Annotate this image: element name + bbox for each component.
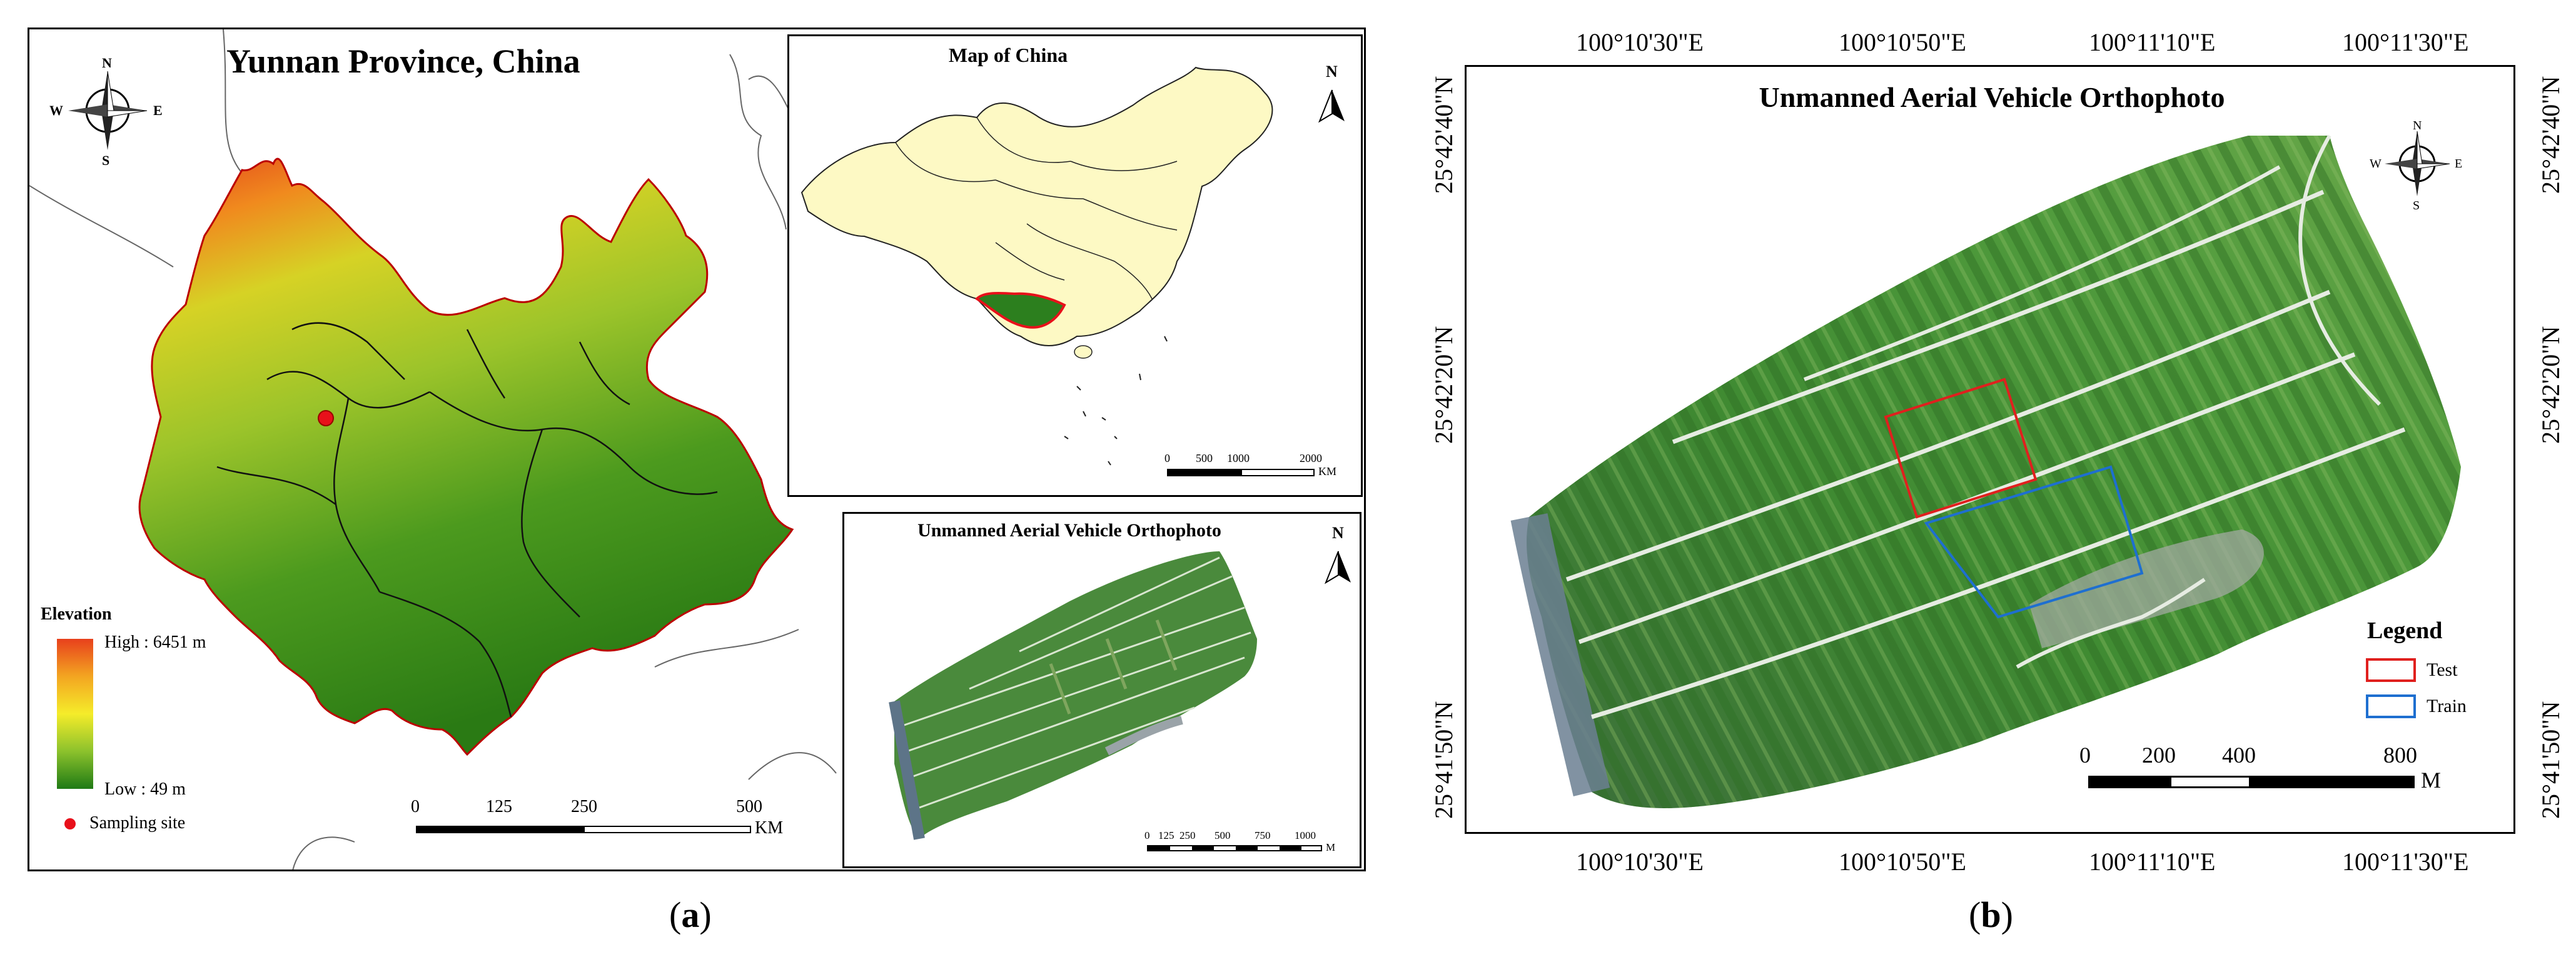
right-coord-3: 25°41'50"N xyxy=(2537,701,2565,819)
panel-b-title: Unmanned Aerial Vehicle Orthophoto xyxy=(1759,81,2225,113)
train-legend-swatch xyxy=(2366,694,2416,718)
china-scale-500: 500 xyxy=(1196,452,1213,464)
caption-a-letter: a xyxy=(681,894,700,935)
scale-unit-km: KM xyxy=(755,818,784,838)
inset-china-scale-labels: 0 500 1000 2000 xyxy=(1164,452,1352,471)
test-legend-label: Test xyxy=(2427,659,2458,680)
left-coord-2: 25°42'20"N xyxy=(1430,326,1458,444)
inset-uav-map: Unmanned Aerial Vehicle Orthophoto N 0 1… xyxy=(842,512,1361,868)
compass-w-label: W xyxy=(49,103,63,118)
elevation-high-label: High : 6451 m xyxy=(104,633,206,652)
uav-scale-125: 125 xyxy=(1158,829,1174,841)
bottom-coord-1: 100°10'30"E xyxy=(1576,848,1704,876)
b-scale-200: 200 xyxy=(2142,743,2176,768)
uav-scale-1000: 1000 xyxy=(1295,829,1316,841)
scale-tick-500: 500 xyxy=(736,797,762,816)
china-outline xyxy=(801,66,1273,466)
uav-scale-500: 500 xyxy=(1215,829,1231,841)
scale-tick-0: 0 xyxy=(411,797,420,816)
top-coord-3: 100°11'10"E xyxy=(2089,28,2216,56)
uav-orthophoto xyxy=(1510,134,2461,808)
top-coord-1: 100°10'30"E xyxy=(1576,28,1704,56)
inset-uav-title: Unmanned Aerial Vehicle Orthophoto xyxy=(917,520,1221,541)
uav-scale-250: 250 xyxy=(1179,829,1196,841)
b-compass-n: N xyxy=(2413,119,2422,133)
inset-uav-north-arrow-icon: N xyxy=(1320,524,1357,589)
uav-scale-0: 0 xyxy=(1144,829,1150,841)
inset-uav-north-label: N xyxy=(1332,524,1344,542)
caption-a: (a) xyxy=(669,894,712,935)
elevation-color-ramp xyxy=(57,639,93,789)
elevation-legend-title: Elevation xyxy=(41,604,112,624)
china-scale-black xyxy=(1167,469,1241,476)
left-coord-1: 25°42'40"N xyxy=(1430,76,1458,194)
yunnan-elevation-map xyxy=(29,29,837,869)
test-legend-swatch xyxy=(2366,658,2416,682)
b-scale-unit: M xyxy=(2421,768,2442,793)
b-scale-bar-3 xyxy=(2251,776,2415,788)
north-label: N xyxy=(1326,63,1338,81)
caption-b: (b) xyxy=(1969,894,2013,935)
panel-b-map-frame: Unmanned Aerial Vehicle Orthophoto N S W… xyxy=(1465,65,2515,834)
panel-b-scale-labels: 0 200 400 800 xyxy=(2079,742,2430,769)
scale-tick-250: 250 xyxy=(571,797,597,816)
panel-a-map-frame: N S W E Yunnan Province, China Elevation… xyxy=(28,28,1366,871)
north-arrow-icon: N xyxy=(1313,63,1351,128)
elevation-low-label: Low : 49 m xyxy=(104,779,186,799)
china-scale-unit: KM xyxy=(1318,465,1337,478)
scale-bar-black xyxy=(416,826,583,833)
scale-bar-white xyxy=(583,826,751,833)
inset-uav-orthophoto xyxy=(889,551,1257,840)
caption-b-letter: b xyxy=(1981,894,2001,935)
bottom-coord-2: 100°10'50"E xyxy=(1839,848,1966,876)
sampling-site-legend-label: Sampling site xyxy=(89,813,186,833)
sampling-site-legend-icon xyxy=(64,818,76,829)
b-scale-0: 0 xyxy=(2079,743,2091,768)
main-scale-bar: 0 125 250 500 xyxy=(411,797,762,822)
uav-scale-unit: M xyxy=(1326,841,1336,853)
uav-scale-750: 750 xyxy=(1255,829,1271,841)
bottom-coord-3: 100°11'10"E xyxy=(2089,848,2216,876)
inset-uav-scale-labels: 0 125 250 500 750 1000 xyxy=(1144,829,1357,844)
sampling-site-marker xyxy=(318,410,334,426)
top-coord-4: 100°11'30"E xyxy=(2342,28,2469,56)
china-scale-1000: 1000 xyxy=(1227,452,1250,464)
panel-b-compass-rose-icon: N S W E xyxy=(2370,119,2462,213)
panel-a-title: Yunnan Province, China xyxy=(226,43,580,80)
b-scale-800: 800 xyxy=(2383,743,2417,768)
legend-title: Legend xyxy=(2367,618,2443,644)
uav-scale-bar xyxy=(1147,845,1322,851)
compass-rose-icon: N S W E xyxy=(49,55,163,168)
top-coord-2: 100°10'50"E xyxy=(1839,28,1966,56)
b-compass-w: W xyxy=(2370,157,2382,171)
train-legend-label: Train xyxy=(2427,696,2467,716)
scale-tick-125: 125 xyxy=(486,797,512,816)
bottom-coord-4: 100°11'30"E xyxy=(2342,848,2469,876)
right-coord-2: 25°42'20"N xyxy=(2537,326,2565,444)
b-compass-e: E xyxy=(2455,157,2463,171)
test-area-box xyxy=(1884,378,2038,519)
compass-n-label: N xyxy=(102,55,112,71)
china-scale-2000: 2000 xyxy=(1300,452,1322,464)
b-scale-bar-2 xyxy=(2169,776,2251,788)
train-area-box xyxy=(1924,465,2144,619)
right-coord-1: 25°42'40"N xyxy=(2537,76,2565,194)
b-scale-bar-1 xyxy=(2088,776,2169,788)
yunnan-province-shape xyxy=(138,158,794,756)
b-scale-400: 400 xyxy=(2222,743,2256,768)
china-scale-white xyxy=(1241,469,1315,476)
compass-e-label: E xyxy=(153,103,163,118)
inset-china-title: Map of China xyxy=(948,44,1068,66)
inset-china-map: Map of China N 0 500 1000 2000 KM xyxy=(787,34,1363,497)
b-compass-s: S xyxy=(2413,199,2420,213)
left-coord-3: 25°41'50"N xyxy=(1430,701,1458,819)
compass-s-label: S xyxy=(102,153,110,168)
china-scale-0: 0 xyxy=(1164,452,1170,464)
